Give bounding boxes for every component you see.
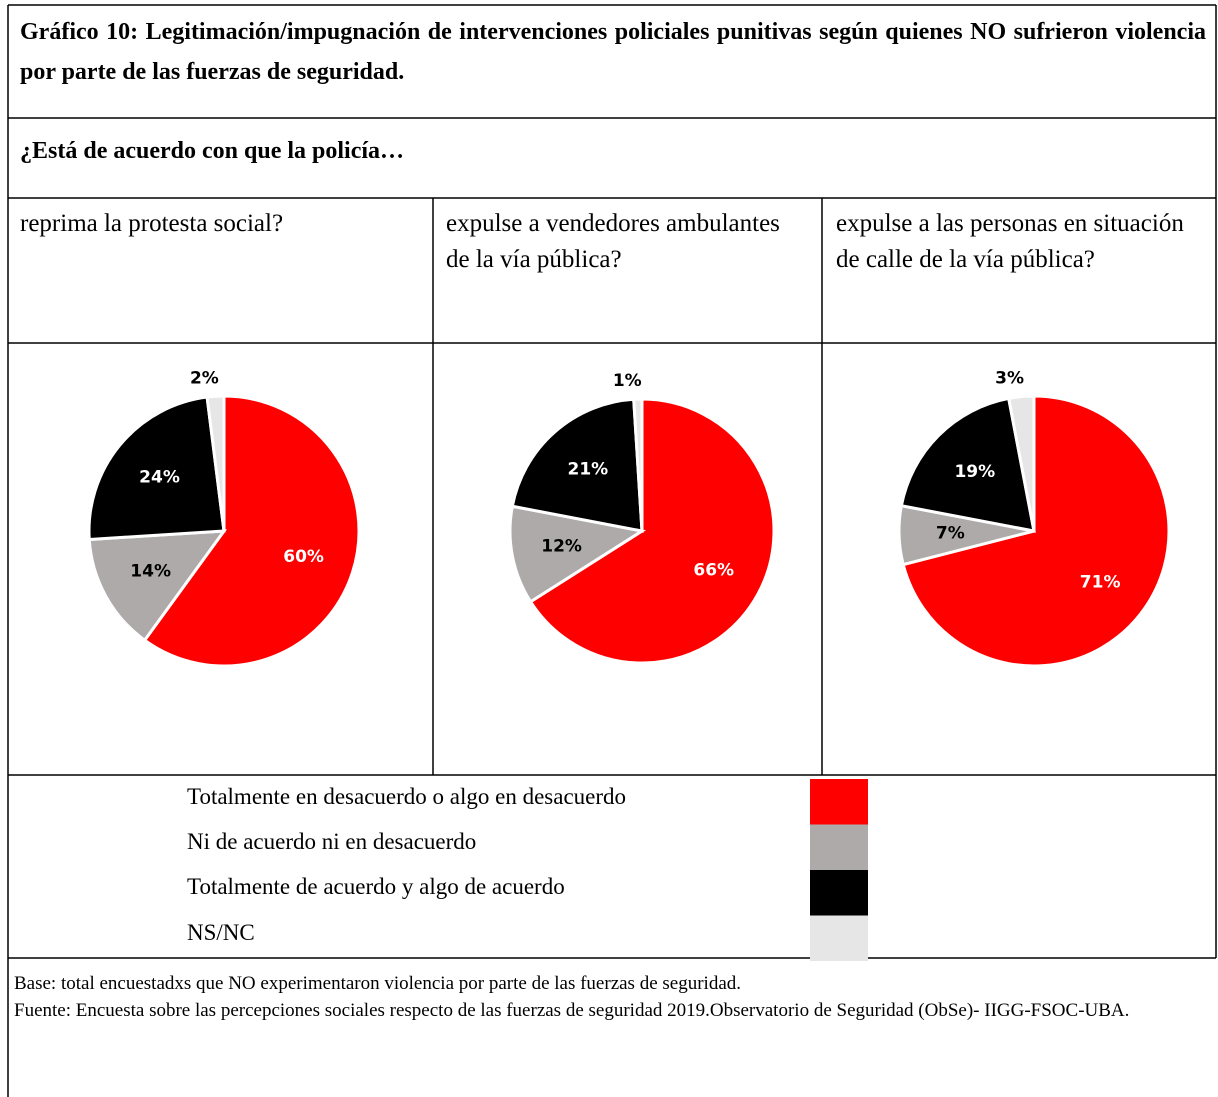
pie-slice <box>632 397 644 532</box>
legend-label: NS/NC <box>187 920 255 945</box>
pie-slice <box>87 395 226 542</box>
legend-swatch <box>810 824 868 870</box>
legend-label: Totalmente en desacuerdo o algo en desac… <box>187 784 627 809</box>
data-label: 71% <box>1080 572 1121 592</box>
column-header: reprima la protesta social? <box>20 210 284 237</box>
data-label: 12% <box>541 536 582 556</box>
data-label: 14% <box>130 561 171 581</box>
pie-slice <box>899 396 1036 533</box>
pie-slice <box>142 394 361 668</box>
table-borders <box>7 4 1217 1097</box>
pie-slice <box>510 397 644 533</box>
column-header: expulse a las personas en situación de c… <box>836 210 1184 273</box>
column-header: expulse a vendedores ambulantes de la ví… <box>446 210 780 273</box>
pie-slice <box>205 394 226 532</box>
legend-label: Totalmente de acuerdo y algo de acuerdo <box>187 874 565 899</box>
pie-slice <box>508 504 647 604</box>
footer-base: Base: total encuestadxs que NO experimen… <box>14 973 742 994</box>
data-label: 1% <box>613 371 642 391</box>
pie-slice <box>528 397 776 665</box>
data-label: 2% <box>190 368 219 388</box>
pie-slice <box>1006 394 1036 532</box>
legend-swatch <box>810 870 868 916</box>
data-label: 60% <box>283 547 324 567</box>
legend-swatch <box>810 779 868 825</box>
data-label: 7% <box>936 524 965 544</box>
legend-swatch <box>810 915 868 961</box>
pie-slice <box>901 394 1171 668</box>
question: ¿Está de acuerdo con que la policía… <box>20 138 405 164</box>
pie-slice <box>87 529 228 643</box>
data-label: 21% <box>568 460 609 480</box>
legend-label: Ni de acuerdo ni en desacuerdo <box>187 829 477 854</box>
data-label: 19% <box>954 462 995 482</box>
data-label: 3% <box>995 369 1024 389</box>
data-label: 66% <box>693 560 734 580</box>
data-label: 24% <box>139 468 180 488</box>
title: Gráfico 10: Legitimación/impugnación de … <box>20 19 1206 85</box>
footer-source: Fuente: Encuesta sobre las percepciones … <box>14 1000 1130 1021</box>
